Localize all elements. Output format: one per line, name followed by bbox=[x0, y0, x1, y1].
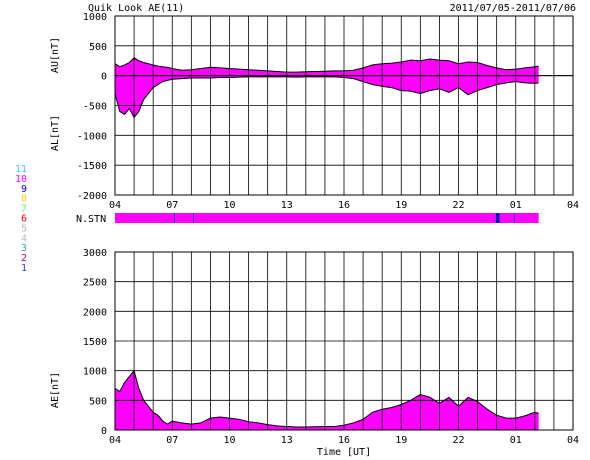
y-tick-label: -1000 bbox=[77, 131, 107, 142]
legend-station-4: 4 bbox=[21, 233, 27, 244]
plot-frame bbox=[114, 15, 574, 196]
station-count-segment bbox=[495, 213, 500, 223]
legend-station-2: 2 bbox=[21, 253, 27, 264]
x-axis-label: Time [UT] bbox=[317, 447, 371, 458]
station-count-label: N.STN bbox=[76, 214, 106, 225]
x-tick-label: 16 bbox=[338, 200, 350, 211]
ae-series-line bbox=[114, 369, 539, 428]
x-tick-label: 13 bbox=[281, 200, 293, 211]
y-tick-label: 2500 bbox=[83, 278, 107, 289]
y-tick-label: 1000 bbox=[83, 12, 107, 23]
date-range: 2011/07/05-2011/07/06 bbox=[450, 3, 576, 14]
station-count-segment bbox=[194, 213, 496, 223]
y-axis-label-al: AL[nT] bbox=[50, 115, 61, 151]
legend-station-6: 6 bbox=[21, 214, 27, 225]
y-axis-label-au: AU[nT] bbox=[50, 37, 61, 73]
x-tick-label: 13 bbox=[281, 435, 293, 446]
x-tick-label: 04 bbox=[567, 435, 579, 446]
x-tick-label: 22 bbox=[452, 200, 464, 211]
y-tick-label: 500 bbox=[89, 396, 107, 407]
y-tick-label: -1500 bbox=[77, 161, 107, 172]
ae-panel: 3000 2500 2000 1500 1000 500 0 AE[nT] 04 07 10 13 16… bbox=[50, 248, 579, 458]
y-tick-label: 2000 bbox=[83, 307, 107, 318]
legend-station-5: 5 bbox=[21, 223, 27, 234]
ae-series-fill bbox=[115, 370, 539, 430]
x-tick-label: 07 bbox=[166, 200, 178, 211]
x-tick-label: 22 bbox=[452, 435, 464, 446]
station-count-segment bbox=[513, 213, 515, 223]
x-tick-label: 19 bbox=[395, 435, 407, 446]
plot-frame bbox=[114, 251, 574, 431]
y-axis-label-ae: AE[nT] bbox=[50, 372, 61, 408]
station-count-panel: N.STN bbox=[76, 213, 539, 225]
legend-station-10: 10 bbox=[15, 174, 27, 185]
y-tick-label: 1000 bbox=[83, 367, 107, 378]
y-tick-label: -2000 bbox=[77, 191, 107, 202]
au-series-fill bbox=[115, 57, 539, 76]
al-series-fill bbox=[115, 75, 539, 118]
legend-station-9: 9 bbox=[21, 184, 27, 195]
station-count-segment bbox=[499, 213, 514, 223]
y-tick-label: 500 bbox=[89, 42, 107, 53]
station-count-segment bbox=[115, 213, 175, 223]
station-count-segment bbox=[175, 213, 194, 223]
x-tick-label: 04 bbox=[109, 435, 121, 446]
y-tick-label: 0 bbox=[101, 426, 107, 437]
x-tick-label: 10 bbox=[223, 435, 235, 446]
station-count-segment bbox=[193, 213, 195, 223]
x-tick-label: 16 bbox=[338, 435, 350, 446]
au-series-line bbox=[114, 57, 539, 73]
au-al-panel: 1000 500 0 -500 -1000 -1500 -2000 AU[nT] AL[nT] 0… bbox=[50, 12, 579, 211]
al-series-line bbox=[114, 76, 539, 119]
legend-station-8: 8 bbox=[21, 194, 27, 205]
station-count-segment bbox=[514, 213, 539, 223]
y-tick-label: -500 bbox=[83, 102, 107, 113]
legend-station-3: 3 bbox=[21, 243, 27, 254]
y-tick-label: 3000 bbox=[83, 248, 107, 259]
station-count-segment bbox=[174, 213, 176, 223]
legend-station-11: 11 bbox=[15, 164, 27, 175]
y-tick-label: 0 bbox=[101, 72, 107, 83]
x-tick-label: 19 bbox=[395, 200, 407, 211]
x-tick-label: 07 bbox=[166, 435, 178, 446]
legend-station-7: 7 bbox=[21, 204, 27, 215]
legend-station-1: 1 bbox=[21, 263, 27, 274]
chart-title: Quik Look AE(11) bbox=[88, 3, 184, 14]
y-tick-label: 1500 bbox=[83, 337, 107, 348]
x-tick-label: 01 bbox=[510, 435, 522, 446]
x-tick-label: 04 bbox=[567, 200, 579, 211]
x-tick-label: 01 bbox=[510, 200, 522, 211]
x-tick-label: 04 bbox=[109, 200, 121, 211]
x-tick-label: 10 bbox=[223, 200, 235, 211]
